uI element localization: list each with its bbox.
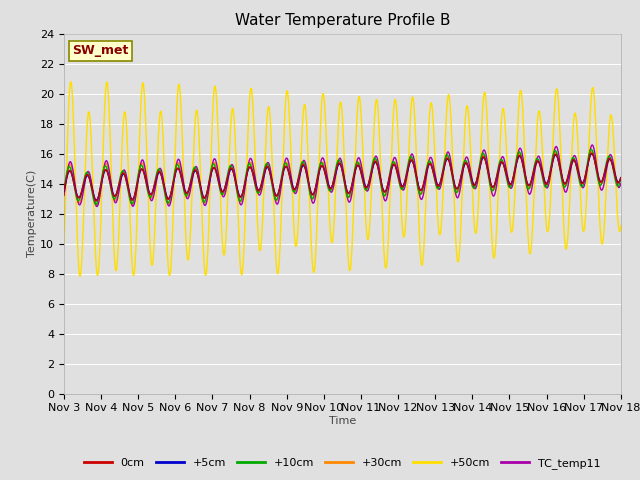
TC_temp11 xyxy=(584,166,591,172)
+30cm xyxy=(371,157,379,163)
+30cm xyxy=(60,191,68,197)
+5cm xyxy=(584,165,591,170)
Title: Water Temperature Profile B: Water Temperature Profile B xyxy=(235,13,450,28)
+50cm xyxy=(216,177,223,183)
+50cm xyxy=(371,108,379,113)
+50cm xyxy=(617,223,625,228)
0cm xyxy=(92,198,100,204)
Line: TC_temp11: TC_temp11 xyxy=(64,145,621,206)
+10cm xyxy=(92,202,100,207)
TC_temp11 xyxy=(93,204,100,209)
0cm xyxy=(216,183,223,189)
TC_temp11 xyxy=(359,170,367,176)
+50cm xyxy=(359,151,367,157)
0cm xyxy=(617,175,625,180)
+30cm xyxy=(568,162,575,168)
Line: +30cm: +30cm xyxy=(64,151,621,205)
+30cm xyxy=(216,180,223,186)
+5cm xyxy=(617,175,625,180)
+10cm xyxy=(359,178,367,184)
0cm xyxy=(60,187,68,193)
+5cm xyxy=(93,197,100,203)
Y-axis label: Temperature(C): Temperature(C) xyxy=(28,170,37,257)
0cm xyxy=(504,180,512,185)
+50cm xyxy=(76,273,84,279)
X-axis label: Time: Time xyxy=(329,416,356,426)
TC_temp11 xyxy=(588,142,596,148)
+10cm xyxy=(504,183,512,189)
TC_temp11 xyxy=(568,160,575,166)
TC_temp11 xyxy=(371,155,379,160)
TC_temp11 xyxy=(504,179,512,184)
+5cm xyxy=(568,160,575,166)
+30cm xyxy=(617,175,625,181)
Line: 0cm: 0cm xyxy=(64,153,621,201)
+50cm xyxy=(505,194,513,200)
Line: +5cm: +5cm xyxy=(64,154,621,200)
+10cm xyxy=(584,161,591,167)
+10cm xyxy=(216,185,223,191)
TC_temp11 xyxy=(216,179,223,184)
+10cm xyxy=(60,186,68,192)
+30cm xyxy=(359,172,367,178)
+5cm xyxy=(588,151,595,156)
0cm xyxy=(568,159,575,165)
+5cm xyxy=(359,175,367,180)
0cm xyxy=(371,158,379,164)
+5cm xyxy=(216,181,223,187)
+30cm xyxy=(504,178,512,183)
+50cm xyxy=(584,173,591,179)
+30cm xyxy=(93,202,100,208)
+5cm xyxy=(504,178,512,184)
+5cm xyxy=(371,160,379,166)
+10cm xyxy=(371,155,379,161)
+5cm xyxy=(60,188,68,194)
+10cm xyxy=(588,146,595,152)
+30cm xyxy=(588,148,596,154)
+10cm xyxy=(617,175,625,181)
+50cm xyxy=(60,241,68,247)
TC_temp11 xyxy=(60,192,68,198)
+30cm xyxy=(584,165,591,170)
Legend: 0cm, +5cm, +10cm, +30cm, +50cm, TC_temp11: 0cm, +5cm, +10cm, +30cm, +50cm, TC_temp1… xyxy=(79,453,605,473)
+50cm xyxy=(568,144,576,150)
+10cm xyxy=(568,156,575,162)
0cm xyxy=(588,150,595,156)
+50cm xyxy=(67,79,74,84)
0cm xyxy=(359,176,367,182)
TC_temp11 xyxy=(617,180,625,186)
Line: +10cm: +10cm xyxy=(64,149,621,204)
0cm xyxy=(584,163,591,169)
Line: +50cm: +50cm xyxy=(64,82,621,276)
Text: SW_met: SW_met xyxy=(72,44,129,58)
